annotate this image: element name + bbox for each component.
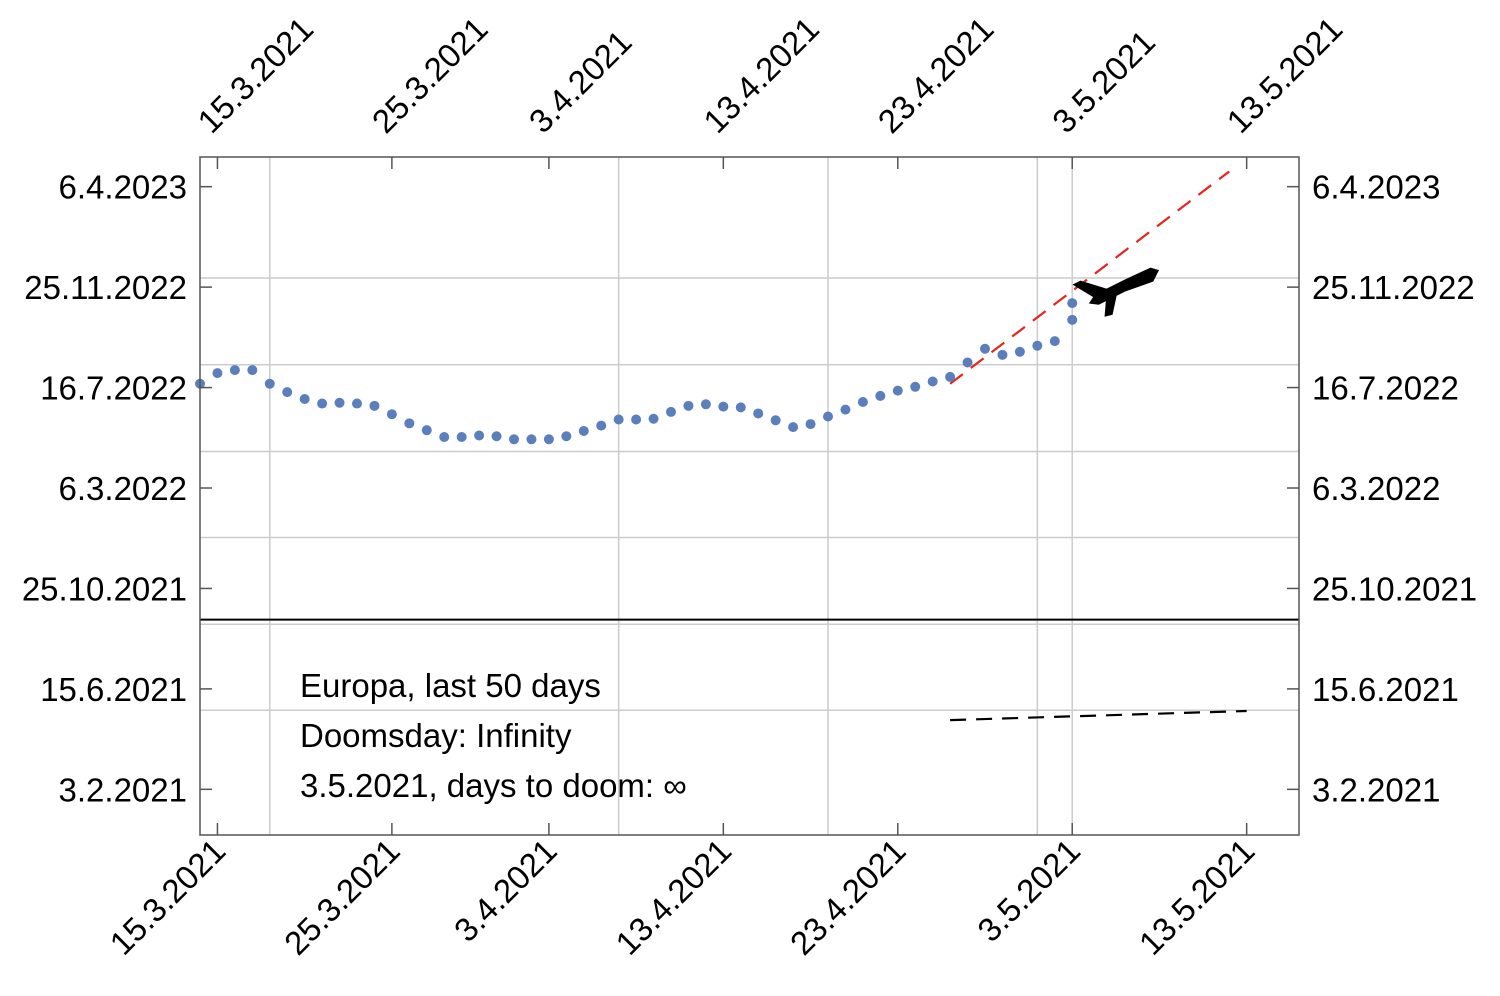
data-point — [509, 434, 519, 445]
y-tick-label-right: 6.3.2022 — [1312, 470, 1440, 507]
y-tick-label-left: 6.3.2022 — [59, 470, 187, 507]
data-point — [369, 400, 380, 411]
x-tick-label-bottom: 3.5.2021 — [970, 832, 1087, 949]
annotation-region: Europa, last 50 days — [300, 667, 601, 704]
data-point — [805, 419, 816, 430]
airplane-icon — [1072, 267, 1159, 317]
data-point — [997, 349, 1008, 360]
y-tick-label-right: 16.7.2022 — [1312, 370, 1459, 407]
data-point — [823, 411, 833, 422]
data-point — [613, 414, 624, 425]
data-points — [195, 298, 1078, 445]
y-tick-label-left: 25.10.2021 — [22, 570, 187, 607]
y-tick-label-left: 3.2.2021 — [59, 771, 187, 808]
data-point — [264, 378, 275, 389]
data-point — [1067, 314, 1078, 325]
annotation-block: Europa, last 50 days Doomsday: Infinity … — [300, 667, 687, 804]
data-point — [456, 432, 467, 443]
fit-line — [950, 709, 1247, 722]
axis-ticks — [200, 157, 1299, 835]
data-point — [980, 343, 990, 354]
data-point — [945, 371, 956, 382]
data-point — [631, 414, 642, 425]
tick-labels: 3.2.2021 3.2.2021 15.6.2021 15.6.2021 25.10.… — [22, 10, 1477, 962]
x-tick-label-top: 13.5.2021 — [1219, 10, 1349, 140]
y-tick-label-right: 25.11.2022 — [1312, 269, 1475, 306]
data-point — [404, 418, 415, 429]
data-point — [840, 404, 851, 415]
data-point — [386, 409, 397, 420]
data-point — [753, 408, 764, 419]
y-tick-label-right: 25.10.2021 — [1312, 570, 1477, 607]
x-tick-label-bottom: 25.3.2021 — [277, 832, 407, 962]
data-point — [247, 365, 258, 376]
data-point — [962, 357, 973, 368]
data-point — [648, 413, 659, 424]
data-point — [788, 422, 799, 433]
x-tick-label-bottom: 13.4.2021 — [608, 832, 738, 962]
data-point — [317, 398, 328, 409]
data-point — [578, 425, 589, 436]
data-point — [910, 381, 921, 392]
data-point — [526, 434, 537, 445]
x-tick-label-top: 3.5.2021 — [1045, 23, 1162, 140]
data-point — [491, 431, 502, 442]
data-point — [474, 430, 485, 441]
data-point — [352, 398, 362, 409]
x-tick-label-bottom: 15.3.2021 — [102, 832, 232, 962]
annotation-days-to-doom: 3.5.2021, days to doom: ∞ — [300, 767, 687, 804]
x-tick-label-top: 15.3.2021 — [190, 10, 320, 140]
y-tick-label-left: 6.4.2023 — [59, 169, 187, 206]
data-point — [1014, 346, 1025, 357]
fit-line — [949, 170, 1230, 385]
data-point — [543, 434, 554, 445]
data-point — [282, 387, 293, 398]
x-tick-label-top: 13.4.2021 — [696, 10, 826, 140]
y-tick-label-left: 25.11.2022 — [24, 269, 187, 306]
fit-lines — [949, 170, 1247, 722]
data-point — [735, 402, 746, 413]
x-tick-label-top: 23.4.2021 — [871, 10, 1001, 140]
gridlines — [200, 157, 1299, 835]
y-tick-label-right: 15.6.2021 — [1312, 671, 1459, 708]
data-point — [229, 365, 240, 376]
data-point — [718, 401, 729, 412]
data-point — [892, 385, 903, 396]
data-point — [875, 390, 886, 401]
data-point — [1067, 298, 1078, 309]
data-point — [596, 420, 607, 431]
x-tick-label-top: 25.3.2021 — [365, 10, 495, 140]
data-point — [700, 399, 711, 410]
data-point — [561, 431, 572, 442]
y-tick-label-left: 16.7.2022 — [40, 370, 187, 407]
data-point — [334, 397, 345, 408]
data-point — [421, 425, 432, 436]
data-point — [1032, 340, 1043, 351]
data-point — [439, 432, 450, 443]
x-tick-label-top: 3.4.2021 — [522, 23, 639, 140]
data-point — [857, 397, 868, 408]
y-tick-label-right: 6.4.2023 — [1312, 169, 1440, 206]
y-tick-label-right: 3.2.2021 — [1312, 771, 1440, 808]
y-tick-label-left: 15.6.2021 — [40, 671, 187, 708]
x-tick-label-bottom: 23.4.2021 — [783, 832, 913, 962]
x-tick-label-bottom: 13.5.2021 — [1132, 832, 1262, 962]
x-tick-label-bottom: 3.4.2021 — [447, 832, 564, 949]
data-point — [212, 368, 223, 379]
data-point — [1049, 336, 1060, 347]
data-point — [927, 376, 938, 387]
data-point — [299, 393, 310, 404]
data-point — [770, 415, 781, 426]
plot-frame — [199, 156, 1300, 836]
annotation-doomsday: Doomsday: Infinity — [300, 717, 572, 754]
data-point — [683, 400, 694, 411]
data-point — [666, 406, 676, 417]
